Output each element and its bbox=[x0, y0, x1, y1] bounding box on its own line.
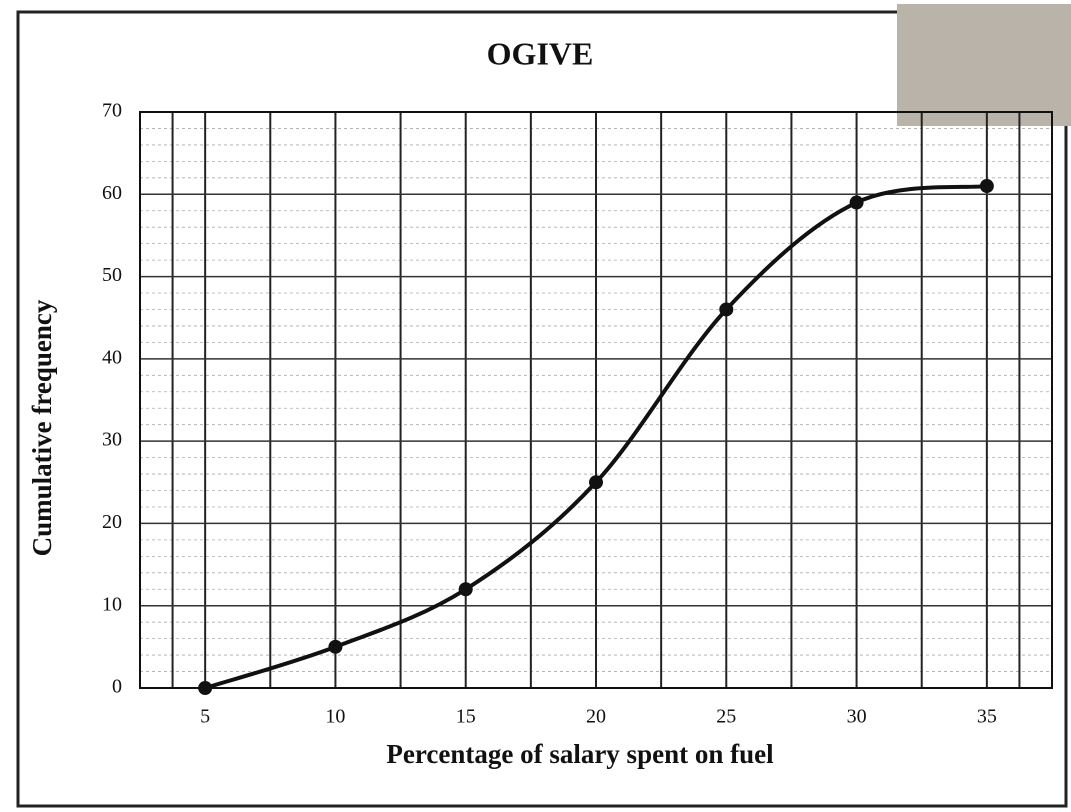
y-tick-label: 60 bbox=[102, 182, 122, 204]
y-tick-label: 40 bbox=[102, 346, 122, 368]
frame bbox=[18, 12, 1066, 806]
chart: OGIVE Percentage of salary spent on fuel… bbox=[0, 0, 1071, 812]
data-point bbox=[850, 196, 864, 210]
data-point bbox=[459, 582, 473, 596]
x-tick-label: 15 bbox=[456, 706, 476, 728]
x-tick-label: 5 bbox=[200, 706, 210, 728]
data-point bbox=[328, 640, 342, 654]
x-tick-label: 35 bbox=[977, 706, 997, 728]
y-tick-label: 20 bbox=[102, 511, 122, 533]
data-point bbox=[719, 302, 733, 316]
y-tick-label: 10 bbox=[102, 593, 122, 615]
y-tick-label: 30 bbox=[102, 429, 122, 451]
y-axis-label: Cumulative frequency bbox=[27, 299, 57, 556]
x-axis-label: Percentage of salary spent on fuel bbox=[386, 739, 774, 769]
chart-title: OGIVE bbox=[487, 35, 594, 71]
y-tick-label: 50 bbox=[102, 264, 122, 286]
x-tick-label: 20 bbox=[586, 706, 606, 728]
x-tick-label: 30 bbox=[847, 706, 867, 728]
y-tick-label: 70 bbox=[102, 100, 122, 122]
page: OGIVE Percentage of salary spent on fuel… bbox=[0, 0, 1071, 812]
data-point bbox=[198, 681, 212, 695]
x-tick-label: 25 bbox=[716, 706, 736, 728]
data-point bbox=[589, 475, 603, 489]
data-point bbox=[980, 179, 994, 193]
x-tick-label: 10 bbox=[325, 706, 345, 728]
watermark-image bbox=[897, 4, 1071, 126]
y-tick-label: 0 bbox=[112, 676, 122, 698]
